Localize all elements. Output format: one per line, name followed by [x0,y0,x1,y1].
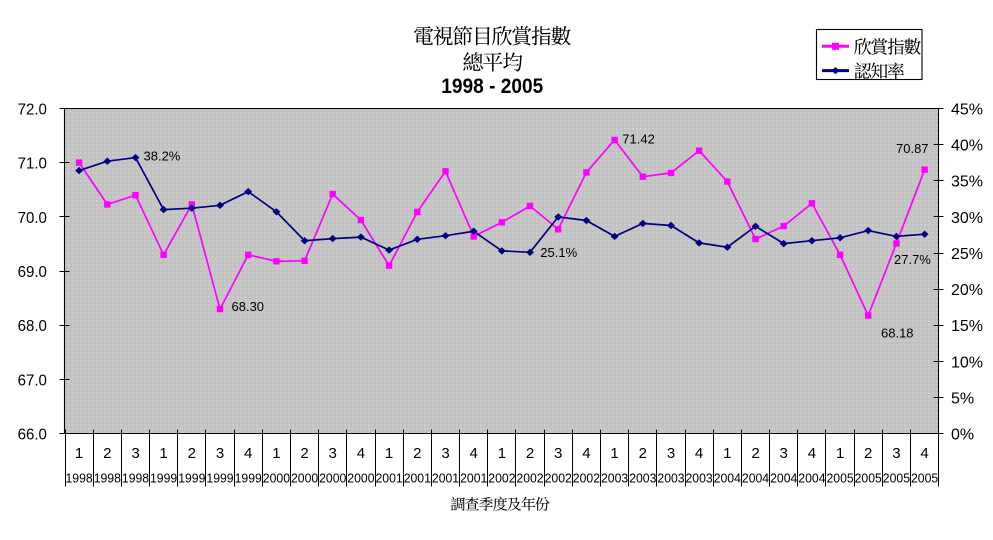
svg-text:2003: 2003 [629,470,656,485]
svg-text:71.0: 71.0 [18,156,47,173]
svg-text:3: 3 [667,445,675,462]
svg-text:2001: 2001 [460,470,487,485]
svg-text:3: 3 [329,445,337,462]
svg-text:2: 2 [526,445,534,462]
svg-text:2001: 2001 [376,470,403,485]
svg-text:2005: 2005 [855,470,882,485]
svg-text:68.30: 68.30 [232,299,265,314]
svg-text:2001: 2001 [432,470,459,485]
svg-text:3: 3 [131,445,139,462]
svg-text:25.1%: 25.1% [540,245,577,260]
svg-text:70.0: 70.0 [18,210,47,227]
svg-text:35%: 35% [951,174,983,191]
svg-text:2: 2 [188,445,196,462]
svg-text:1998: 1998 [122,470,149,485]
svg-text:2005: 2005 [911,470,938,485]
svg-text:1999: 1999 [178,470,205,485]
svg-text:1: 1 [836,445,844,462]
svg-text:2004: 2004 [714,470,741,485]
svg-text:3: 3 [780,445,788,462]
svg-text:2: 2 [300,445,308,462]
svg-text:2004: 2004 [798,470,825,485]
svg-text:1998: 1998 [66,470,93,485]
svg-text:4: 4 [357,445,365,462]
svg-text:20%: 20% [951,282,983,299]
svg-text:10%: 10% [951,354,983,371]
svg-text:45%: 45% [951,101,983,118]
svg-text:4: 4 [244,445,252,462]
svg-text:1999: 1999 [235,470,262,485]
svg-text:2003: 2003 [686,470,713,485]
svg-text:40%: 40% [951,138,983,155]
svg-text:1998 - 2005: 1998 - 2005 [441,74,543,98]
svg-text:1: 1 [159,445,167,462]
svg-text:66.0: 66.0 [18,427,47,444]
svg-text:4: 4 [470,445,478,462]
svg-text:2002: 2002 [516,470,543,485]
svg-text:1: 1 [385,445,393,462]
svg-text:0%: 0% [951,427,974,444]
svg-text:2000: 2000 [291,470,318,485]
svg-text:4: 4 [695,445,703,462]
svg-text:4: 4 [808,445,816,462]
svg-text:15%: 15% [951,318,983,335]
svg-text:2000: 2000 [347,470,374,485]
svg-text:2001: 2001 [404,470,431,485]
svg-text:72.0: 72.0 [18,101,47,118]
svg-text:3: 3 [441,445,449,462]
svg-text:25%: 25% [951,246,983,263]
svg-text:3: 3 [892,445,900,462]
svg-text:2000: 2000 [263,470,290,485]
svg-text:4: 4 [582,445,590,462]
svg-text:2005: 2005 [827,470,854,485]
svg-text:1999: 1999 [206,470,233,485]
svg-text:68.18: 68.18 [881,325,914,340]
svg-text:68.0: 68.0 [18,318,47,335]
svg-text:2005: 2005 [883,470,910,485]
svg-text:2004: 2004 [742,470,769,485]
svg-text:30%: 30% [951,210,983,227]
svg-text:2: 2 [413,445,421,462]
svg-text:38.2%: 38.2% [144,149,181,164]
svg-text:1: 1 [610,445,618,462]
svg-text:3: 3 [554,445,562,462]
svg-text:71.42: 71.42 [622,132,655,147]
svg-text:2003: 2003 [657,470,684,485]
svg-text:2: 2 [103,445,111,462]
svg-text:67.0: 67.0 [18,373,47,390]
svg-text:70.87: 70.87 [896,141,929,156]
svg-text:2: 2 [864,445,872,462]
svg-text:4: 4 [920,445,928,462]
svg-text:69.0: 69.0 [18,264,47,281]
svg-text:2: 2 [751,445,759,462]
svg-text:5%: 5% [951,391,974,408]
svg-text:2002: 2002 [545,470,572,485]
svg-text:2002: 2002 [573,470,600,485]
svg-text:1: 1 [498,445,506,462]
svg-text:27.7%: 27.7% [894,252,931,267]
svg-text:1998: 1998 [94,470,121,485]
svg-text:2000: 2000 [319,470,346,485]
svg-text:3: 3 [216,445,224,462]
svg-text:2004: 2004 [770,470,797,485]
svg-text:1: 1 [723,445,731,462]
svg-text:2002: 2002 [488,470,515,485]
svg-text:2003: 2003 [601,470,628,485]
svg-text:1: 1 [272,445,280,462]
svg-text:1999: 1999 [150,470,177,485]
svg-text:1: 1 [75,445,83,462]
svg-text:2: 2 [639,445,647,462]
